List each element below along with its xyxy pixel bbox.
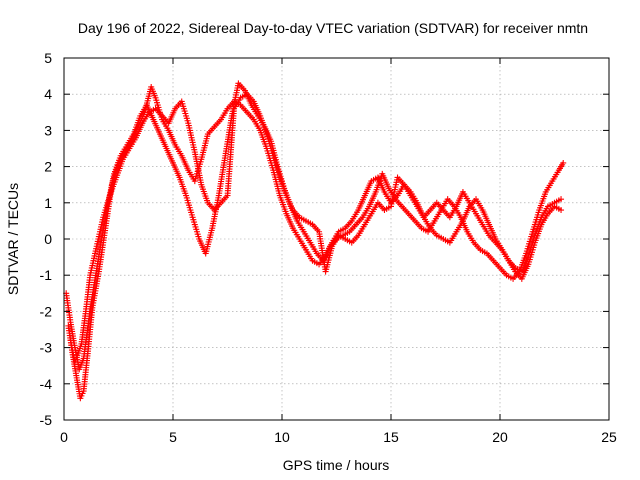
y-tick-label: -4 (40, 376, 53, 392)
x-tick-label: 15 (383, 429, 399, 445)
series-track-c (67, 91, 565, 366)
x-tick-label: 0 (60, 429, 68, 445)
series-track-b (63, 80, 567, 373)
data-point (560, 159, 567, 166)
y-tick-label: -5 (40, 412, 53, 428)
x-tick-label: 25 (601, 429, 617, 445)
y-tick-label: 4 (44, 86, 52, 102)
y-tick-label: 0 (44, 231, 52, 247)
x-axis-label: GPS time / hours (283, 457, 390, 473)
chart-title: Day 196 of 2022, Sidereal Day-to-day VTE… (78, 20, 588, 36)
y-tick-label: 2 (44, 159, 52, 175)
data-point (558, 196, 565, 203)
y-tick-label: 3 (44, 122, 52, 138)
y-tick-label: -2 (40, 303, 53, 319)
grid (64, 58, 609, 420)
y-tick-label: -1 (40, 267, 53, 283)
axis-ticks: 0 5 10 15 20 25 -5 -4 -3 -2 -1 0 1 2 3 4 5 (40, 50, 617, 445)
x-tick-label: 20 (492, 429, 508, 445)
data-point (558, 207, 565, 214)
y-tick-label: -3 (40, 340, 53, 356)
y-tick-label: 1 (44, 195, 52, 211)
x-tick-label: 5 (169, 429, 177, 445)
x-tick-label: 10 (274, 429, 290, 445)
y-tick-label: 5 (44, 50, 52, 66)
y-axis-label: SDTVAR / TECUs (5, 183, 21, 295)
data-series (63, 80, 567, 402)
